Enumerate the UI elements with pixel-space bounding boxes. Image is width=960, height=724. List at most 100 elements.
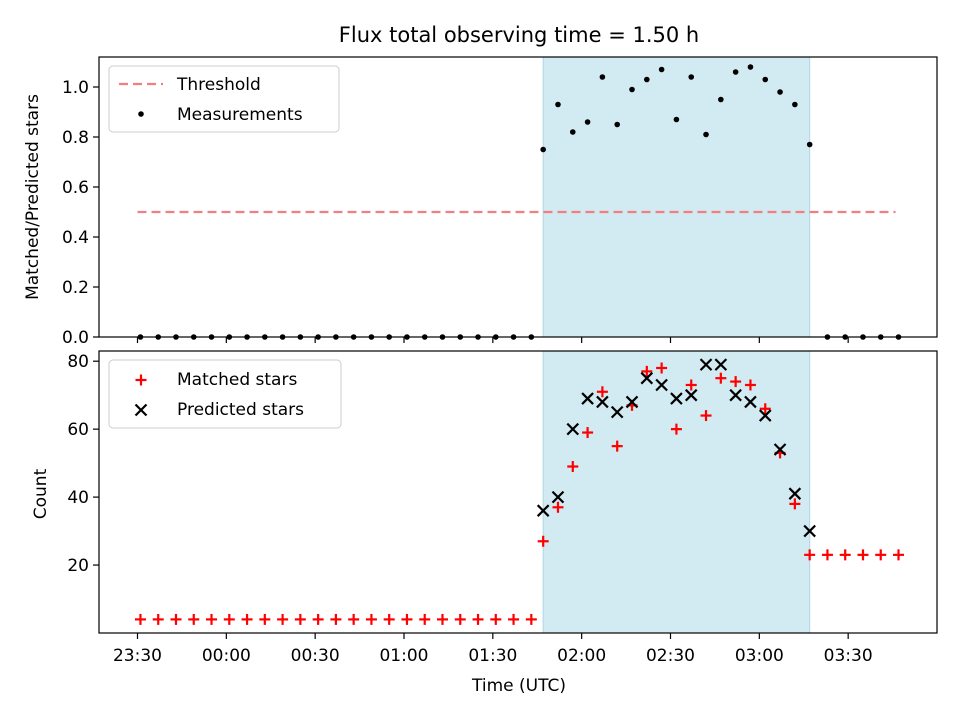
top-y-axis: 0.0 0.2 0.4 0.6 0.8 1.0 — [62, 78, 99, 348]
bottom-y-axis-label: Count — [31, 468, 51, 519]
matched-star-point — [170, 613, 182, 625]
matched-star-point — [552, 501, 564, 513]
matched-star-point — [641, 365, 653, 377]
measurement-point — [540, 146, 546, 153]
predicted-star-point — [551, 490, 565, 504]
top-y-axis-label: Matched/Predicted stars — [23, 94, 43, 300]
measurement-point — [555, 101, 561, 108]
legend-matched-marker — [135, 374, 147, 386]
matched-star-point — [759, 403, 771, 415]
observing-window-span-top — [542, 56, 811, 338]
measurement-point — [777, 89, 783, 95]
matched-star-point — [294, 613, 306, 625]
x-tick-label: 03:00 — [735, 646, 784, 666]
measurement-point — [792, 101, 798, 108]
measurement-point — [762, 76, 769, 83]
matched-star-point — [744, 379, 756, 391]
measurement-point — [747, 64, 754, 70]
measurement-point — [599, 74, 606, 80]
x-tick-label: 02:00 — [557, 646, 606, 666]
matched-star-point — [152, 613, 164, 625]
predicted-stars-series — [536, 358, 816, 538]
matched-star-point — [596, 386, 608, 398]
matched-star-point — [839, 549, 851, 561]
predicted-star-point — [581, 392, 594, 405]
matched-star-point — [715, 372, 727, 384]
matched-star-point — [383, 613, 395, 625]
matched-star-point — [365, 613, 377, 625]
measurement-point — [673, 116, 680, 123]
predicted-star-point — [625, 395, 639, 409]
measurement-point — [569, 129, 576, 135]
legend-matched-label: Matched stars — [177, 370, 297, 390]
predicted-star-point — [670, 392, 683, 405]
matched-star-point — [821, 549, 833, 561]
predicted-star-point — [684, 388, 698, 402]
measurement-point — [688, 74, 695, 80]
bottom-plot-frame — [98, 350, 938, 634]
matched-star-point — [537, 535, 549, 547]
matched-star-point — [472, 613, 484, 625]
top-legend: Threshold Measurements — [108, 65, 340, 133]
predicted-star-point — [566, 422, 580, 436]
matched-star-point — [508, 613, 520, 625]
top-panel: 0.0 0.2 0.4 0.6 0.8 1.0 Matched/Predicted sta… — [23, 56, 938, 348]
matched-star-point — [700, 410, 712, 422]
predicted-star-point — [744, 395, 757, 409]
matched-star-point — [188, 613, 200, 625]
predicted-star-point — [714, 358, 728, 371]
x-tick-label: 00:00 — [202, 646, 251, 666]
top-y-tick-label: 0.8 — [62, 128, 89, 148]
predicted-star-point — [699, 358, 713, 371]
matched-star-point — [241, 613, 253, 625]
matched-star-point — [454, 613, 466, 625]
matched-star-point — [670, 423, 682, 435]
predicted-star-point — [596, 395, 609, 409]
matched-star-point — [312, 613, 324, 625]
chart-title: Flux total observing time = 1.50 h — [339, 23, 699, 47]
top-y-tick-label: 1.0 — [62, 78, 89, 98]
measurement-point — [629, 86, 635, 93]
matched-star-point — [789, 498, 801, 510]
matched-star-point — [259, 613, 271, 625]
x-tick-label: 01:00 — [379, 646, 428, 666]
top-x-ticks — [136, 337, 849, 343]
matched-star-point — [490, 613, 502, 625]
matched-star-point — [804, 549, 816, 561]
x-tick-label: 23:30 — [113, 646, 162, 666]
top-y-tick-label: 0.2 — [62, 278, 89, 298]
top-y-tick-label: 0.6 — [62, 178, 89, 198]
bottom-x-axis: 23:30 00:00 00:30 01:00 01:30 02:00 02:30 03:00… — [113, 633, 873, 666]
matched-star-point — [206, 613, 218, 625]
matched-star-point — [875, 549, 887, 561]
legend-predicted-marker — [134, 403, 148, 417]
measurement-point — [614, 121, 620, 128]
top-y-tick-label: 0.4 — [62, 228, 89, 248]
matched-star-point — [567, 461, 579, 473]
x-axis-label: Time (UTC) — [471, 676, 566, 696]
matched-star-point — [893, 549, 905, 561]
matched-star-point — [685, 379, 697, 391]
predicted-star-point — [803, 524, 816, 538]
bottom-y-axis: 20 40 60 80 — [67, 352, 99, 576]
predicted-star-point — [655, 378, 668, 392]
matched-star-point — [330, 613, 342, 625]
predicted-star-point — [729, 388, 742, 402]
matched-star-point — [223, 613, 235, 625]
measurement-point — [732, 69, 739, 75]
matched-star-point — [134, 613, 146, 625]
matched-star-point — [611, 440, 623, 452]
bottom-y-tick-label: 80 — [67, 352, 89, 372]
legend-matched-swatch — [135, 374, 147, 386]
predicted-star-point — [788, 487, 802, 500]
x-tick-label: 00:30 — [291, 646, 340, 666]
predicted-star-point — [610, 405, 624, 419]
bottom-y-tick-label: 60 — [67, 420, 89, 440]
matched-star-point — [436, 613, 448, 625]
predicted-star-point — [758, 409, 772, 422]
matched-star-point — [401, 613, 413, 625]
x-tick-label: 03:30 — [824, 646, 873, 666]
matched-star-point — [277, 613, 289, 625]
bottom-legend: Matched stars Predicted stars — [108, 359, 342, 429]
